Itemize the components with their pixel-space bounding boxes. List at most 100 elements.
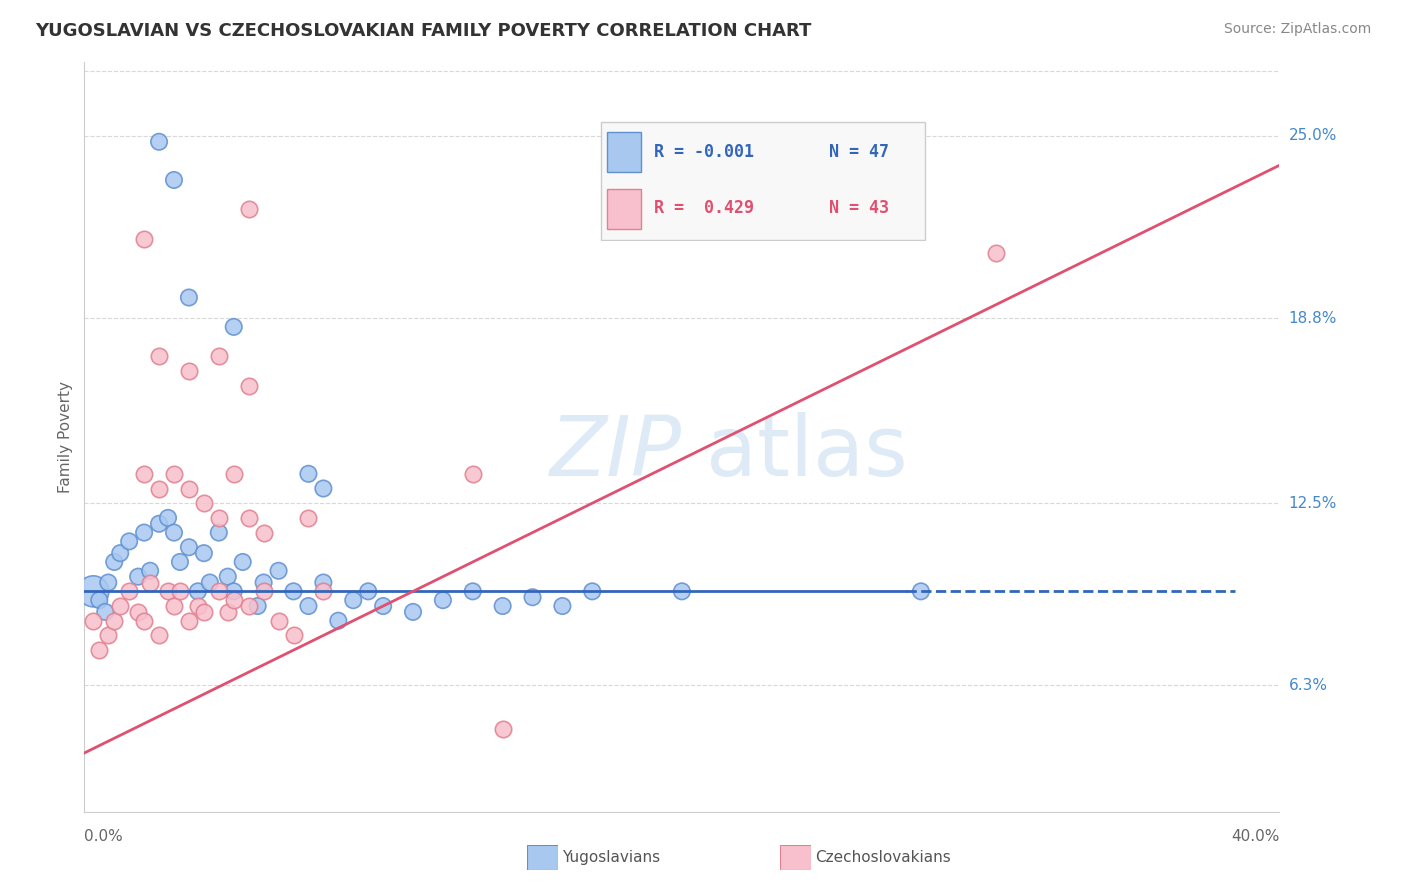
Point (910, 584, 932, 599)
Text: R =  0.429: R = 0.429 (654, 199, 754, 218)
Text: ZIP: ZIP (550, 411, 682, 492)
Point (312, 575, 335, 590)
Point (177, 614, 200, 628)
Point (163, 599, 186, 613)
Point (132, 525, 156, 540)
Point (238, 511, 260, 525)
Point (461, 467, 484, 481)
Point (118, 534, 141, 549)
Text: R = -0.001: R = -0.001 (654, 144, 754, 161)
Point (671, 584, 693, 599)
FancyBboxPatch shape (600, 121, 925, 240)
Text: YUGOSLAVIAN VS CZECHOSLOVAKIAN FAMILY POVERTY CORRELATION CHART: YUGOSLAVIAN VS CZECHOSLOVAKIAN FAMILY PO… (35, 22, 811, 40)
Point (110, 546, 132, 560)
Point (283, 628, 305, 642)
Point (238, 378, 260, 392)
Text: 40.0%: 40.0% (1232, 830, 1279, 845)
Point (127, 569, 149, 583)
Text: Yugoslavians: Yugoslavians (562, 850, 661, 864)
Point (110, 599, 132, 613)
Point (94, 605, 117, 619)
Point (148, 482, 170, 496)
Point (187, 599, 209, 613)
Point (297, 511, 319, 525)
Point (222, 593, 245, 607)
Point (232, 555, 254, 569)
Point (157, 584, 180, 599)
Point (208, 349, 231, 363)
Point (402, 605, 425, 619)
Point (157, 511, 180, 525)
Point (222, 584, 245, 599)
Point (522, 591, 544, 605)
Point (193, 605, 215, 619)
Point (312, 584, 335, 599)
Text: Source: ZipAtlas.com: Source: ZipAtlas.com (1223, 22, 1371, 37)
Y-axis label: Family Poverty: Family Poverty (58, 381, 73, 493)
Point (461, 584, 484, 599)
Point (132, 467, 156, 481)
Point (312, 482, 335, 496)
Point (551, 599, 574, 613)
Text: 18.8%: 18.8% (1288, 310, 1337, 326)
Point (169, 584, 191, 599)
Point (246, 599, 269, 613)
Point (148, 349, 170, 363)
Point (177, 482, 200, 496)
Point (373, 599, 395, 613)
Point (163, 467, 186, 481)
Point (267, 614, 290, 628)
Point (163, 525, 186, 540)
Point (127, 605, 149, 619)
Point (581, 584, 603, 599)
Bar (607, 189, 641, 229)
Point (217, 569, 239, 583)
Text: N = 47: N = 47 (828, 144, 889, 161)
Point (297, 467, 319, 481)
Point (208, 525, 231, 540)
Text: 25.0%: 25.0% (1288, 128, 1337, 144)
Point (432, 593, 454, 607)
Point (132, 232, 156, 246)
Point (253, 525, 276, 540)
Point (342, 593, 364, 607)
Point (132, 614, 156, 628)
Bar (607, 132, 641, 172)
Point (177, 364, 200, 378)
Point (222, 467, 245, 481)
Text: Czechoslovakians: Czechoslovakians (815, 850, 952, 864)
Point (217, 605, 239, 619)
Point (118, 584, 141, 599)
Point (253, 584, 276, 599)
Point (89, 643, 111, 657)
Point (357, 584, 380, 599)
Point (193, 546, 215, 560)
Point (492, 599, 515, 613)
Point (148, 628, 170, 642)
Point (222, 319, 245, 334)
Text: atlas: atlas (706, 411, 907, 492)
Text: N = 43: N = 43 (828, 199, 889, 218)
Point (328, 614, 350, 628)
Point (139, 564, 162, 578)
Point (177, 541, 200, 555)
Text: 12.5%: 12.5% (1288, 496, 1337, 511)
Point (253, 575, 276, 590)
Point (169, 555, 191, 569)
Point (82, 614, 104, 628)
Point (177, 291, 200, 305)
Point (198, 575, 221, 590)
Point (89, 593, 111, 607)
Point (208, 584, 231, 599)
Point (148, 135, 170, 149)
Point (208, 511, 231, 525)
Point (238, 202, 260, 217)
Point (283, 584, 305, 599)
Point (163, 173, 186, 187)
Point (267, 564, 290, 578)
Point (984, 246, 1007, 260)
Point (139, 575, 162, 590)
Point (297, 599, 319, 613)
Point (187, 584, 209, 599)
Point (103, 555, 125, 569)
